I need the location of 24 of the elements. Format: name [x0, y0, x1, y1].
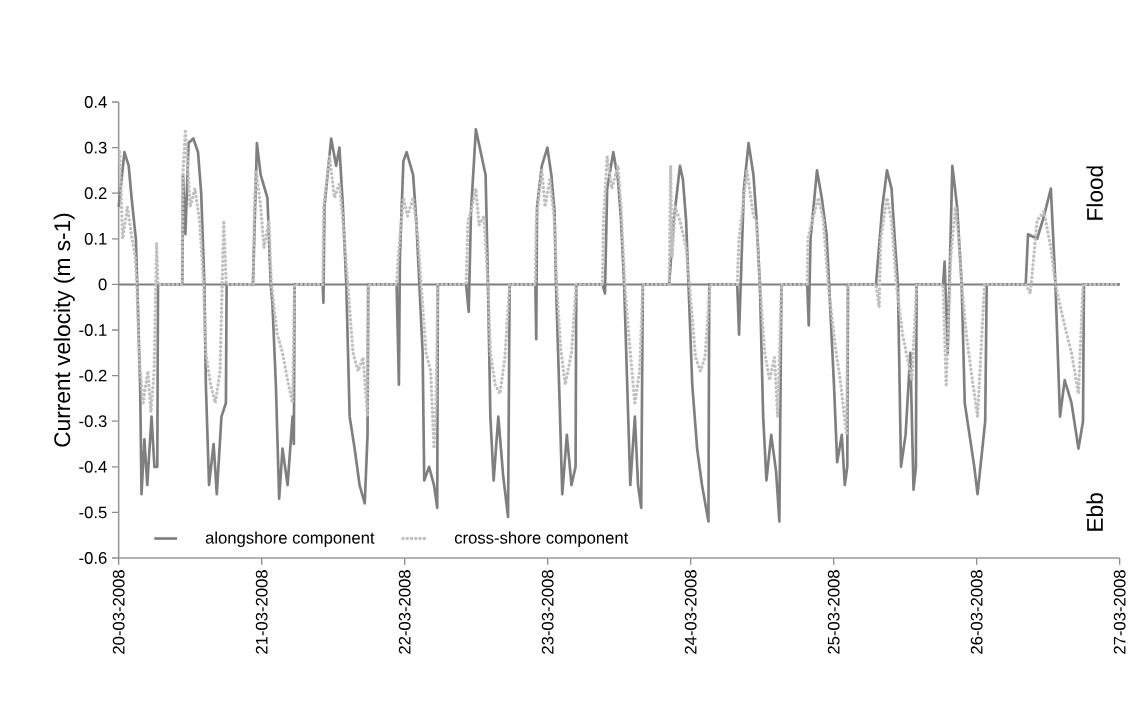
y-axis-title: Current velocity (m s-1) — [53, 213, 75, 447]
y-tick-label: -0.1 — [79, 324, 107, 336]
y-tick-label: -0.2 — [79, 369, 107, 382]
y-tick-label: -0.3 — [79, 415, 107, 428]
legend-label: alongshore component — [205, 531, 375, 548]
y-tick-label: 0.4 — [84, 96, 107, 108]
x-tick-label: 26-03-2008 — [970, 570, 983, 654]
x-tick-label: 24-03-2008 — [684, 570, 697, 654]
legend-label: cross-shore component — [454, 531, 629, 548]
annotation: Flood — [1086, 166, 1103, 220]
x-tick-label: 23-03-2008 — [541, 570, 554, 654]
y-tick-label: -0.6 — [79, 552, 107, 564]
annotation: Ebb — [1086, 493, 1103, 531]
y-tick-label: 0.2 — [84, 187, 107, 200]
x-tick-label: 22-03-2008 — [398, 570, 411, 654]
x-tick-label: 25-03-2008 — [827, 570, 840, 654]
y-tick-label: 0.3 — [84, 141, 107, 154]
y-tick-label: -0.4 — [79, 460, 107, 473]
x-tick-label: 21-03-2008 — [255, 570, 268, 654]
y-tick-label: 0.1 — [84, 232, 107, 245]
y-tick-label: 0 — [98, 278, 107, 291]
x-tick-label: 20-03-2008 — [112, 570, 125, 654]
y-tick-label: -0.5 — [79, 506, 107, 519]
x-tick-label: 27-03-2008 — [1113, 570, 1126, 654]
